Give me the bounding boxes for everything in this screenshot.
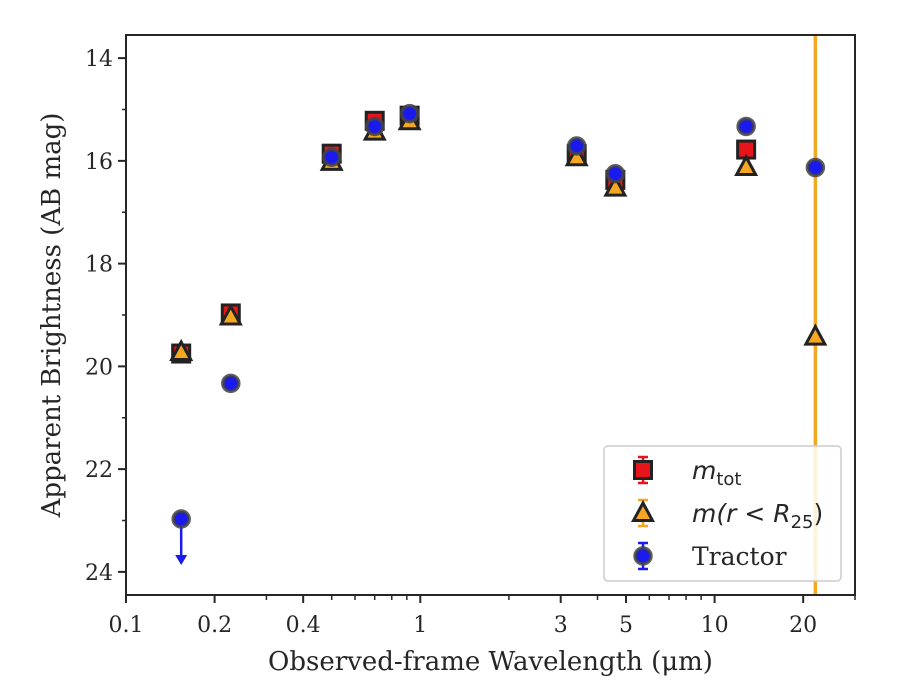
legend-entry-circle: Tractor — [633, 541, 787, 571]
data-point-triangle — [169, 338, 194, 361]
data-point-circle — [566, 136, 587, 156]
y-tick-label: 24 — [85, 561, 113, 586]
x-tick-label: 0.2 — [197, 613, 232, 638]
x-tick-label: 0.1 — [109, 613, 144, 638]
x-tick-label: 0.4 — [286, 613, 321, 638]
series-square — [171, 105, 757, 364]
data-point-circle — [221, 373, 241, 394]
data-point-circle — [399, 103, 420, 124]
legend-label: Tractor — [692, 542, 787, 571]
x-tick-label: 5 — [619, 613, 633, 638]
data-point-circle — [321, 147, 342, 168]
legend-label: m(r < R25) — [692, 499, 823, 533]
data-point-circle — [605, 163, 626, 184]
data-point-circle — [736, 116, 756, 137]
legend-entry-triangle: m(r < R25) — [630, 498, 823, 533]
series-circle — [171, 103, 826, 565]
x-tick-label: 3 — [554, 613, 568, 638]
legend-marker-circle — [633, 546, 653, 566]
legend-label: mtot — [692, 456, 742, 490]
y-tick-label: 14 — [85, 47, 113, 72]
data-point-triangle — [803, 323, 828, 346]
series-triangle — [169, 108, 828, 361]
y-axis-label: Apparent Brightness (AB mag) — [37, 113, 67, 519]
x-tick-label: 10 — [701, 613, 729, 638]
y-tick-label: 20 — [85, 355, 113, 380]
x-tick-label: 20 — [789, 613, 817, 638]
legend-entry-square: mtot — [633, 455, 742, 490]
data-point-circle — [805, 157, 826, 178]
axes: 14 16 18 20 22 24 0.1 0.2 0.4 1 3 5 10 20 Observed-fra… — [37, 34, 856, 677]
data-point-triangle — [603, 174, 628, 197]
y-tick-label: 22 — [85, 458, 113, 483]
plot-area — [169, 35, 828, 595]
data-point-triangle — [218, 303, 243, 326]
data-point-circle — [171, 509, 191, 529]
x-tick-label: 1 — [413, 613, 427, 638]
y-tick-label: 18 — [85, 253, 113, 278]
data-point-triangle — [734, 153, 759, 177]
legend-marker-triangle — [630, 499, 656, 522]
legend: mtot m(r < R25) Tractor — [603, 445, 842, 582]
data-point-circle — [364, 116, 385, 137]
legend-marker-square — [633, 460, 653, 480]
x-axis-label: Observed-frame Wavelength (μm) — [268, 647, 713, 677]
y-tick-label: 16 — [85, 150, 113, 175]
data-point-triangle — [564, 144, 589, 167]
upper-limit-arrow-head — [175, 554, 188, 565]
legend-box — [603, 445, 842, 582]
